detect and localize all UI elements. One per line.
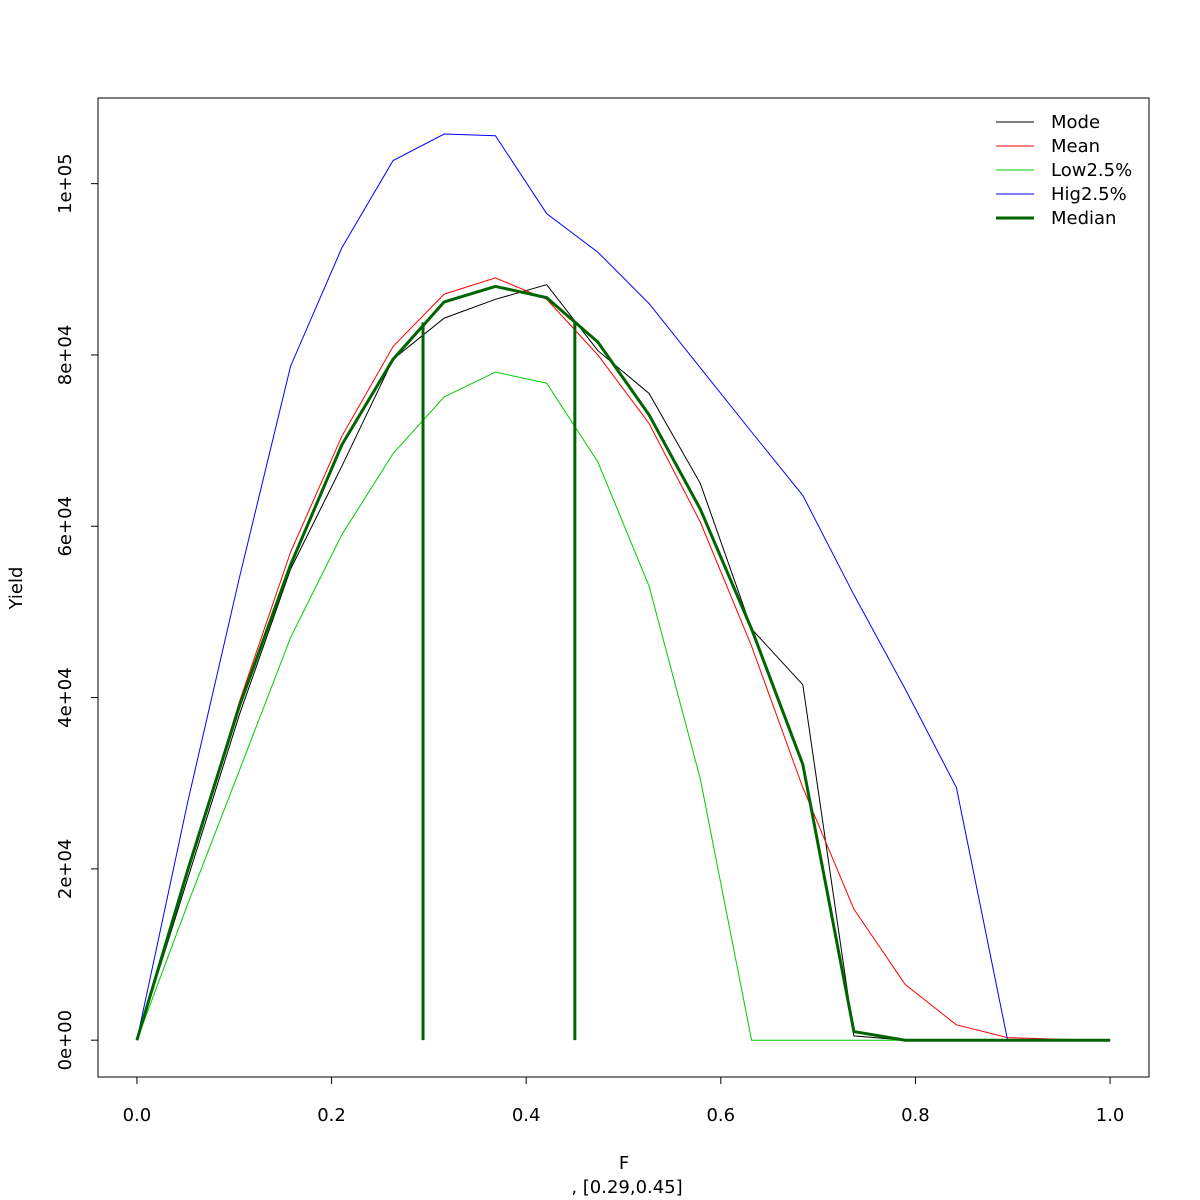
x-tick-label: 0.2 <box>317 1105 346 1126</box>
series-line-median <box>135 284 1111 1042</box>
x-axis-subtitle: , [0.29,0.45] <box>571 1177 682 1198</box>
y-tick-label: 4e+04 <box>55 667 76 728</box>
legend-label: Mode <box>1051 112 1100 133</box>
legend-label: Hig2.5% <box>1051 184 1127 205</box>
series-line-hig2-5 <box>136 133 1111 1041</box>
legend-label: Low2.5% <box>1051 160 1132 181</box>
y-axis: 0e+00 2e+04 4e+04 6e+04 8e+04 1e+05 <box>55 153 99 1071</box>
x-tick-label: 0.0 <box>123 1105 152 1126</box>
series-layer <box>135 133 1111 1042</box>
x-axis: 0.0 0.2 0.4 0.6 0.8 1.0 <box>123 1076 1125 1126</box>
y-axis-label: Yield <box>6 567 27 611</box>
series-line-low2-5 <box>136 371 1111 1041</box>
legend: Mode Mean Low2.5% Hig2.5% Median <box>996 112 1132 229</box>
series-line-mean <box>136 277 1111 1041</box>
x-axis-label: F <box>619 1153 629 1174</box>
y-tick-label: 0e+00 <box>55 1010 76 1071</box>
x-tick-label: 0.6 <box>706 1105 735 1126</box>
legend-label: Mean <box>1051 136 1100 157</box>
y-tick-label: 8e+04 <box>55 325 76 386</box>
reference-lines <box>421 322 577 1041</box>
y-tick-label: 1e+05 <box>55 153 76 214</box>
y-tick-label: 2e+04 <box>55 839 76 900</box>
x-tick-label: 0.8 <box>901 1105 930 1126</box>
plot-frame <box>97 97 1150 1078</box>
x-tick-label: 0.4 <box>512 1105 541 1126</box>
x-tick-label: 1.0 <box>1096 1105 1125 1126</box>
legend-label: Median <box>1051 208 1116 229</box>
y-tick-label: 6e+04 <box>55 496 76 557</box>
